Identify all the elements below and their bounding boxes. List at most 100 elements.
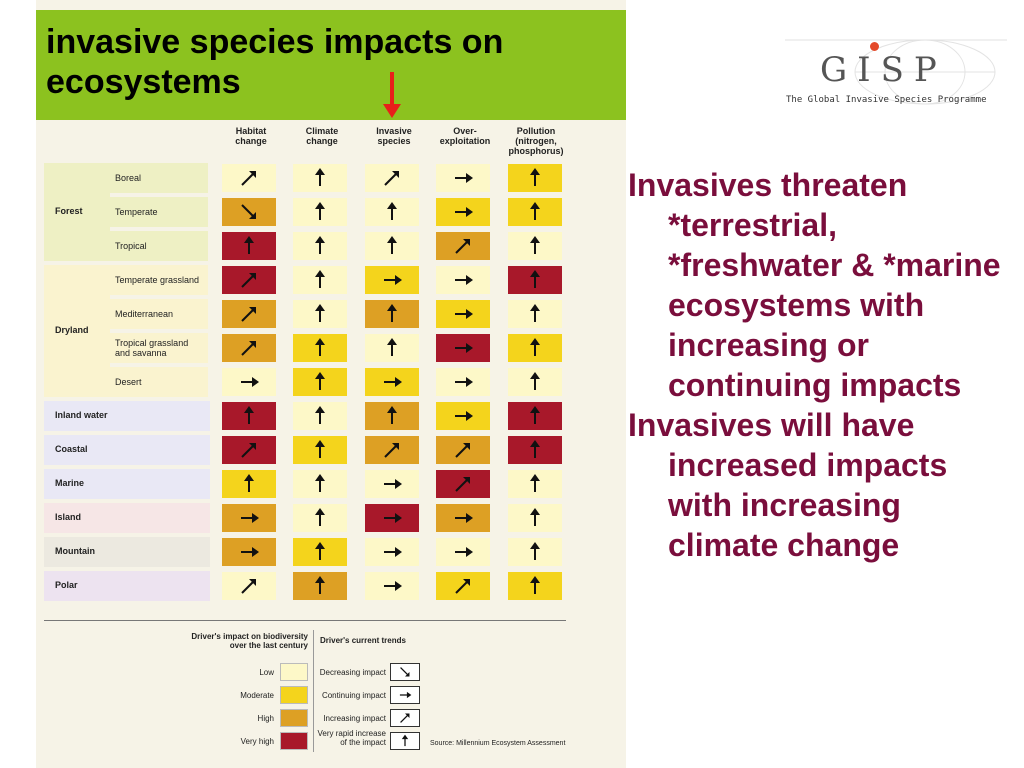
impact-cell	[365, 538, 419, 566]
impact-cell	[365, 334, 419, 362]
up-arrow-icon	[315, 474, 325, 492]
right-arrow-icon	[455, 377, 473, 387]
impact-cell	[436, 266, 490, 294]
right-arrow-icon	[455, 513, 473, 523]
up-arrow-icon	[387, 202, 397, 220]
up-arrow-icon	[315, 304, 325, 322]
impact-cell	[365, 504, 419, 532]
impact-cell	[222, 232, 276, 260]
right-arrow-icon	[384, 377, 402, 387]
impact-cell	[293, 368, 347, 396]
column-header: Climate change	[305, 126, 339, 146]
right-arrow-icon	[455, 547, 473, 557]
trend-box	[390, 663, 420, 681]
ecosystem-label: Dryland	[55, 325, 89, 335]
right-arrow-icon	[241, 547, 259, 557]
impact-cell	[365, 300, 419, 328]
up-right-arrow-icon	[455, 477, 470, 492]
impact-cell	[508, 368, 562, 396]
up-arrow-icon	[315, 372, 325, 390]
impact-cell	[508, 572, 562, 600]
impact-level-swatch	[280, 709, 308, 727]
impact-cell	[222, 266, 276, 294]
bullet-2: Invasives will have increased impacts wi…	[628, 407, 948, 563]
impact-cell	[436, 538, 490, 566]
impact-cell	[293, 334, 347, 362]
impact-cell	[222, 164, 276, 192]
up-arrow-icon	[387, 338, 397, 356]
impact-cell	[222, 300, 276, 328]
impact-cell	[508, 334, 562, 362]
impact-cell	[508, 436, 562, 464]
impact-cell	[436, 334, 490, 362]
trend-label: Decreasing impact	[319, 668, 386, 677]
source-note: Source: Millennium Ecosystem Assessment	[430, 740, 566, 747]
up-arrow-icon	[530, 474, 540, 492]
row-group	[44, 435, 210, 465]
row-group	[44, 503, 210, 533]
ecosystem-label: Forest	[55, 206, 83, 216]
impact-legend-title: Driver's impact on biodiversity over the…	[191, 632, 308, 650]
impact-cell	[222, 402, 276, 430]
up-arrow-icon	[530, 270, 540, 288]
impact-cell	[365, 164, 419, 192]
impact-cell	[436, 198, 490, 226]
row-group	[44, 469, 210, 499]
bullet-1: Invasives threaten *terrestrial, *freshw…	[628, 167, 1001, 403]
impact-cell	[293, 300, 347, 328]
up-arrow-icon	[315, 338, 325, 356]
impact-level-label: Very high	[240, 737, 274, 746]
up-right-arrow-icon	[241, 307, 256, 322]
sub-ecosystem-label: Boreal	[110, 163, 208, 193]
right-arrow-icon	[384, 581, 402, 591]
right-arrow-icon	[241, 513, 259, 523]
pointer-arrow-icon	[383, 72, 401, 118]
ecosystem-label: Inland water	[55, 410, 108, 420]
trend-label: Very rapid increase of the impact	[317, 729, 386, 747]
up-arrow-icon	[315, 508, 325, 526]
impact-cell	[222, 368, 276, 396]
impact-cell	[293, 266, 347, 294]
ecosystem-label: Island	[55, 512, 82, 522]
right-arrow-icon	[455, 411, 473, 421]
impact-level-swatch	[280, 686, 308, 704]
slide-title: invasive species impacts on ecosystems	[46, 23, 504, 101]
impact-cell	[222, 334, 276, 362]
impact-cell	[436, 232, 490, 260]
up-arrow-icon	[315, 202, 325, 220]
trend-box	[390, 686, 420, 704]
impact-cell	[436, 368, 490, 396]
right-arrow-icon	[241, 377, 259, 387]
logo-dot	[870, 42, 879, 51]
row-group	[44, 265, 110, 397]
row-group	[44, 571, 210, 601]
impact-cell	[222, 198, 276, 226]
up-arrow-icon	[315, 542, 325, 560]
impact-cell	[436, 504, 490, 532]
sub-ecosystem-label: Mediterranean	[110, 299, 208, 329]
up-right-arrow-icon	[455, 579, 470, 594]
row-group	[44, 163, 110, 261]
up-arrow-icon	[530, 440, 540, 458]
up-arrow-icon	[244, 406, 254, 424]
impact-cell	[508, 504, 562, 532]
column-header: Habitat change	[235, 126, 267, 146]
impact-cell	[222, 572, 276, 600]
up-arrow-icon	[530, 338, 540, 356]
up-right-arrow-icon	[384, 443, 399, 458]
impact-cell	[365, 402, 419, 430]
impact-cell	[222, 504, 276, 532]
up-arrow-icon	[244, 236, 254, 254]
up-arrow-icon	[315, 168, 325, 186]
up-arrow-icon	[244, 474, 254, 492]
up-arrow-icon	[530, 406, 540, 424]
up-arrow-icon	[387, 406, 397, 424]
title-bar	[36, 10, 626, 120]
up-right-trend-icon	[400, 713, 410, 723]
up-right-arrow-icon	[241, 341, 256, 356]
ecosystem-label: Coastal	[55, 444, 88, 454]
impact-level-label: Moderate	[240, 691, 274, 700]
right-trend-icon	[399, 691, 412, 699]
legend-column-divider	[313, 630, 314, 752]
impact-cell	[436, 402, 490, 430]
